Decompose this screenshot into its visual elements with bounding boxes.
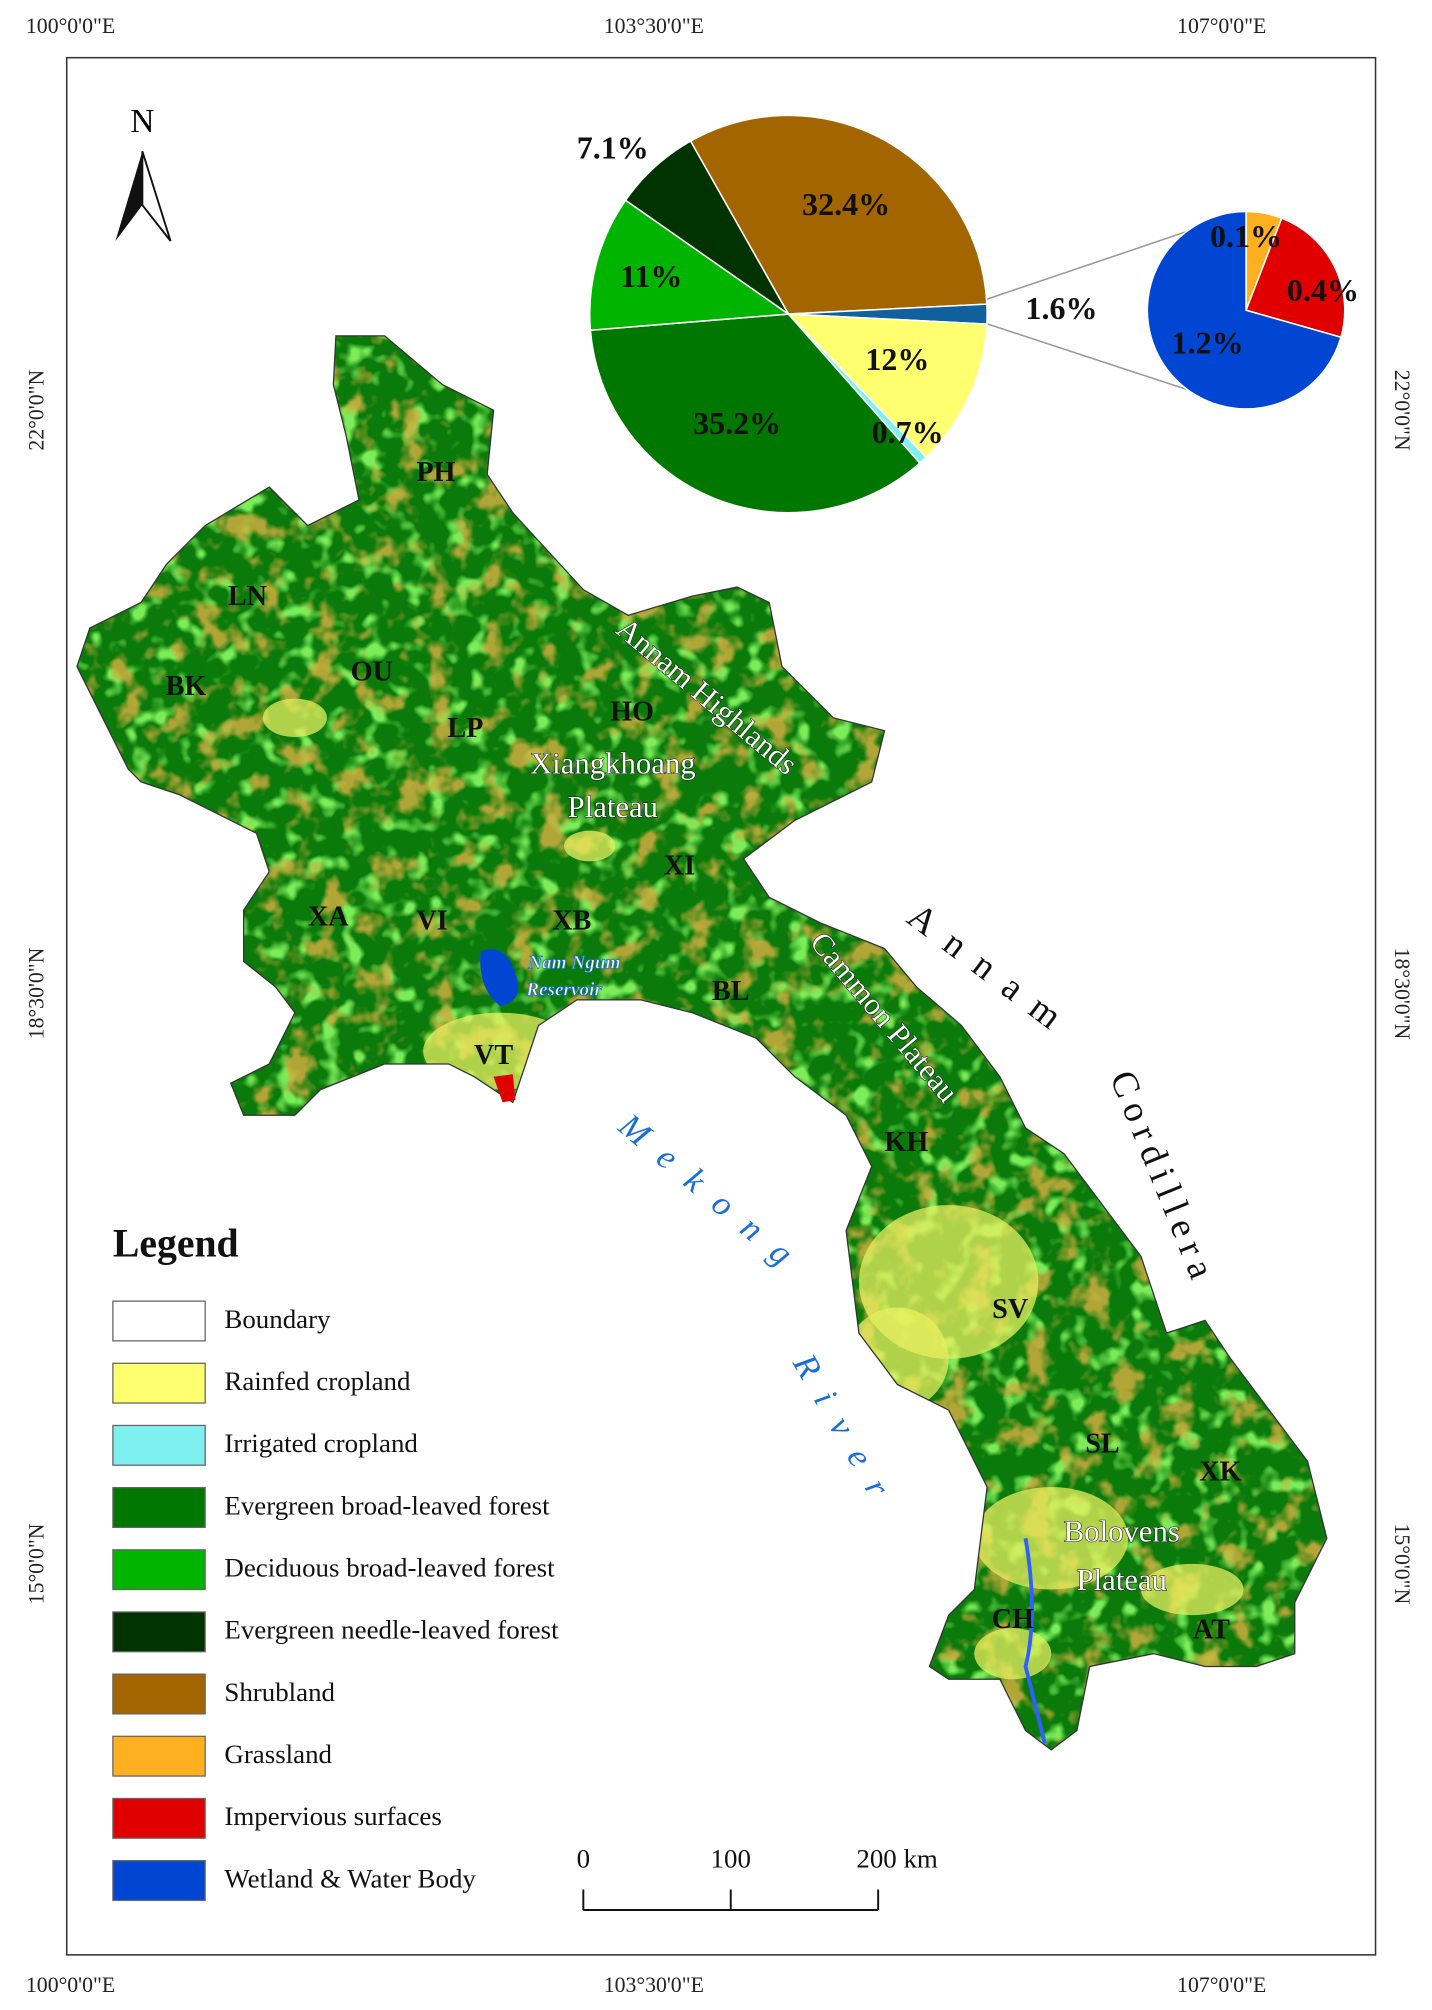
province-code: VT — [474, 1040, 513, 1071]
legend-swatch — [112, 1486, 206, 1529]
longitude-label: 100°0'0"E — [26, 1973, 115, 1997]
legend-swatch — [112, 1673, 206, 1715]
mekong-line — [1023, 1537, 1047, 1744]
legend-label: Impervious surfaces — [224, 1801, 441, 1831]
pie-label: 11% — [620, 258, 682, 294]
province-code: VI — [416, 905, 447, 936]
legend-swatch — [112, 1860, 206, 1902]
province-code: BK — [166, 671, 207, 702]
pie-slice — [689, 114, 988, 315]
province-code: XA — [308, 902, 349, 933]
longitude-label: 107°0'0"E — [1177, 14, 1266, 38]
pie-slice — [624, 140, 790, 315]
province-code: KH — [884, 1127, 928, 1158]
cropland-patch — [262, 698, 327, 738]
feature-label: Plateau — [568, 790, 659, 824]
impervious-area — [493, 1074, 516, 1103]
north-label: N — [130, 103, 154, 140]
legend-swatch — [112, 1735, 206, 1777]
land-outline — [76, 335, 1328, 1751]
province-code: CH — [992, 1604, 1034, 1635]
cropland-patch — [564, 830, 616, 862]
legend-swatch — [112, 1797, 206, 1839]
legend-swatch — [112, 1424, 206, 1466]
pie-slice — [786, 313, 988, 459]
legend-label: Deciduous broad-leaved forest — [224, 1552, 555, 1582]
province-code: BL — [712, 976, 750, 1007]
legend-label: Shrubland — [224, 1677, 335, 1707]
feature-label: Xiangkhoang — [530, 747, 696, 781]
pie-slice — [589, 199, 791, 332]
province-code: XB — [552, 905, 591, 936]
legend-label: Rainfed cropland — [224, 1366, 411, 1396]
legend-swatch — [112, 1362, 206, 1404]
cropland-patch — [974, 1486, 1129, 1590]
province-code: AT — [1193, 1614, 1230, 1645]
pie-label: 0.4% — [1287, 272, 1359, 308]
legend-label: Irrigated cropland — [224, 1428, 418, 1458]
province-code: HO — [610, 696, 654, 727]
feature-label: Bolovens — [1064, 1514, 1180, 1548]
scale-label: 100 — [711, 1843, 751, 1873]
pie-label: 7.1% — [577, 130, 649, 166]
latitude-label: 22°0'0"N — [25, 370, 49, 451]
longitude-label: 103°30'0"E — [604, 1973, 704, 1997]
longitude-label: 103°30'0"E — [604, 14, 704, 38]
feature-label: Reservoir — [525, 979, 602, 1000]
pie-label: 12% — [865, 341, 929, 377]
legend-swatch — [112, 1300, 206, 1342]
province-code: OU — [351, 657, 393, 688]
longitude-label: 100°0'0"E — [26, 14, 115, 38]
legend-swatch — [112, 1549, 206, 1591]
pie-label: 0.7% — [872, 414, 944, 450]
legend-label: Boundary — [224, 1304, 331, 1334]
province-code: XK — [1199, 1457, 1241, 1488]
province-code: PH — [416, 457, 455, 488]
pie-slice — [1245, 217, 1346, 339]
province-code: XI — [664, 850, 695, 881]
pie-label: 1.6% — [1025, 290, 1097, 326]
legend-swatch — [112, 1611, 206, 1653]
latitude-label: 18°30'0"N — [25, 947, 49, 1039]
pie-label: 0.1% — [1210, 218, 1282, 254]
latitude-label: 15°0'0"N — [1390, 1523, 1414, 1604]
pie-label: 1.2% — [1172, 324, 1244, 360]
north-arrow-right — [141, 150, 172, 242]
scale-label: 0 — [577, 1843, 590, 1873]
feature-label: Plateau — [1076, 1563, 1167, 1597]
province-code: LN — [228, 581, 267, 612]
pie-slice — [1146, 210, 1342, 410]
longitude-label: 107°0'0"E — [1177, 1973, 1266, 1997]
province-code: LP — [447, 713, 483, 744]
pie-slice — [589, 313, 921, 514]
legend-label: Evergreen needle-leaved forest — [224, 1615, 559, 1645]
scale-label: 200 km — [856, 1843, 938, 1873]
latitude-label: 22°0'0"N — [1390, 370, 1414, 451]
feature-label: Nam Ngum — [527, 952, 620, 973]
legend-title: Legend — [113, 1221, 239, 1265]
cropland-patch — [1140, 1563, 1244, 1616]
province-code: SV — [992, 1294, 1029, 1325]
legend-label: Grassland — [224, 1739, 332, 1769]
legend-label: Evergreen broad-leaved forest — [224, 1490, 550, 1520]
pie-label: 35.2% — [693, 405, 781, 441]
cropland-patch — [974, 1627, 1052, 1680]
pie-label: 32.4% — [802, 186, 890, 222]
latitude-label: 15°0'0"N — [25, 1523, 49, 1604]
reservoir — [480, 949, 519, 1007]
latitude-label: 18°30'0"N — [1390, 948, 1414, 1040]
province-code: SL — [1085, 1428, 1119, 1459]
legend-label: Wetland & Water Body — [224, 1863, 476, 1893]
